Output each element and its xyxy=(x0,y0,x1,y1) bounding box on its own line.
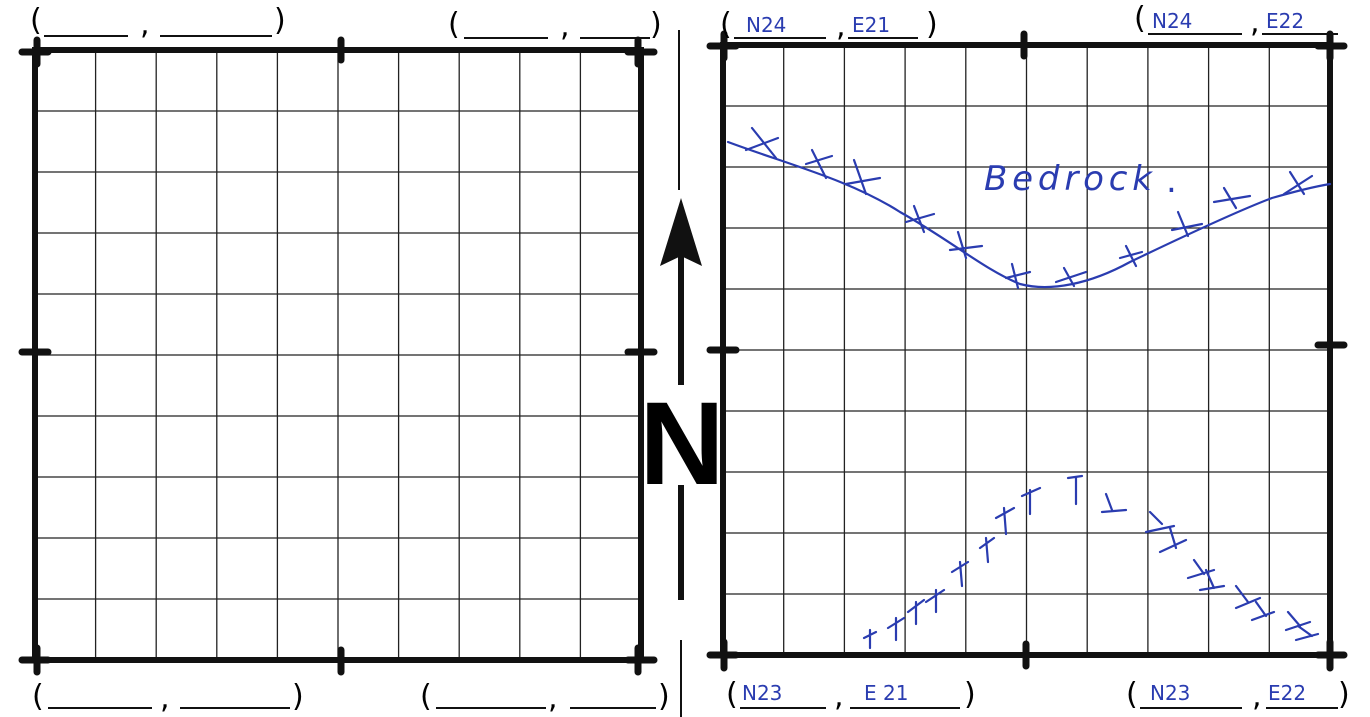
empty-coord-top-left: ( , ) xyxy=(30,3,286,42)
svg-text:(: ( xyxy=(1126,677,1138,712)
empty-grid-ticks xyxy=(18,36,658,676)
lower-feature-arc xyxy=(862,474,1320,650)
filled-coord-top-left: ( , ) N24 E21 xyxy=(720,7,938,44)
empty-coord-bottom-left: ( , ) xyxy=(32,679,304,716)
filled-tl-e: E21 xyxy=(852,13,890,37)
empty-grid-lines xyxy=(35,50,641,660)
lower-arc-t-marks xyxy=(862,474,1320,650)
svg-text:,: , xyxy=(160,681,170,716)
filled-bl-e: E 21 xyxy=(864,681,908,705)
svg-text:): ) xyxy=(964,677,976,712)
svg-text:): ) xyxy=(650,7,662,42)
svg-text:(: ( xyxy=(420,679,432,714)
svg-text:(: ( xyxy=(448,7,460,42)
filled-grid-ticks xyxy=(706,30,1348,672)
svg-text:): ) xyxy=(292,679,304,714)
svg-text:,: , xyxy=(1252,679,1262,714)
filled-tr-n: N24 xyxy=(1152,9,1192,33)
svg-text:,: , xyxy=(140,7,150,42)
filled-grid: ( , ) N24 E21 ( , N24 E22 ( , ) N23 E 21 xyxy=(706,1,1350,714)
svg-text:(: ( xyxy=(1134,1,1146,36)
bedrock-line xyxy=(726,140,1332,289)
svg-text:): ) xyxy=(658,679,670,714)
svg-text:(: ( xyxy=(726,677,738,712)
svg-text:(: ( xyxy=(30,3,42,38)
filled-tl-n: N24 xyxy=(746,13,786,37)
filled-bl-n: N23 xyxy=(742,681,782,705)
bedrock-contour: Bedrock . xyxy=(726,126,1332,290)
svg-text:): ) xyxy=(274,3,286,38)
empty-coord-bottom-right: ( , ) xyxy=(420,679,670,716)
svg-text:(: ( xyxy=(720,7,732,42)
north-label: N xyxy=(639,378,724,510)
svg-text:,: , xyxy=(548,681,558,716)
north-arrow: N xyxy=(639,30,725,717)
north-arrow-head xyxy=(660,198,702,266)
filled-tr-e: E22 xyxy=(1266,9,1304,33)
filled-br-e: E22 xyxy=(1268,681,1306,705)
svg-text:,: , xyxy=(836,9,846,44)
svg-text:): ) xyxy=(1338,677,1350,712)
svg-text:(: ( xyxy=(32,679,44,714)
filled-coord-top-right: ( , N24 E22 xyxy=(1134,1,1338,40)
filled-br-n: N23 xyxy=(1150,681,1190,705)
bedrock-label-period: . xyxy=(1166,161,1177,201)
svg-text:): ) xyxy=(926,7,938,42)
filled-grid-lines xyxy=(723,45,1330,655)
filled-coord-bottom-left: ( , ) N23 E 21 xyxy=(726,677,976,714)
empty-coord-top-right: ( , ) xyxy=(448,7,662,44)
bedrock-hatch-marks xyxy=(744,126,1314,290)
svg-text:,: , xyxy=(834,679,844,714)
svg-text:,: , xyxy=(560,9,570,44)
filled-coord-bottom-right: ( , ) N23 E22 xyxy=(1126,677,1350,714)
bedrock-label: Bedrock xyxy=(984,159,1153,199)
svg-text:,: , xyxy=(1250,5,1260,40)
empty-grid: ( , ) ( , ) ( , ) xyxy=(18,3,670,716)
